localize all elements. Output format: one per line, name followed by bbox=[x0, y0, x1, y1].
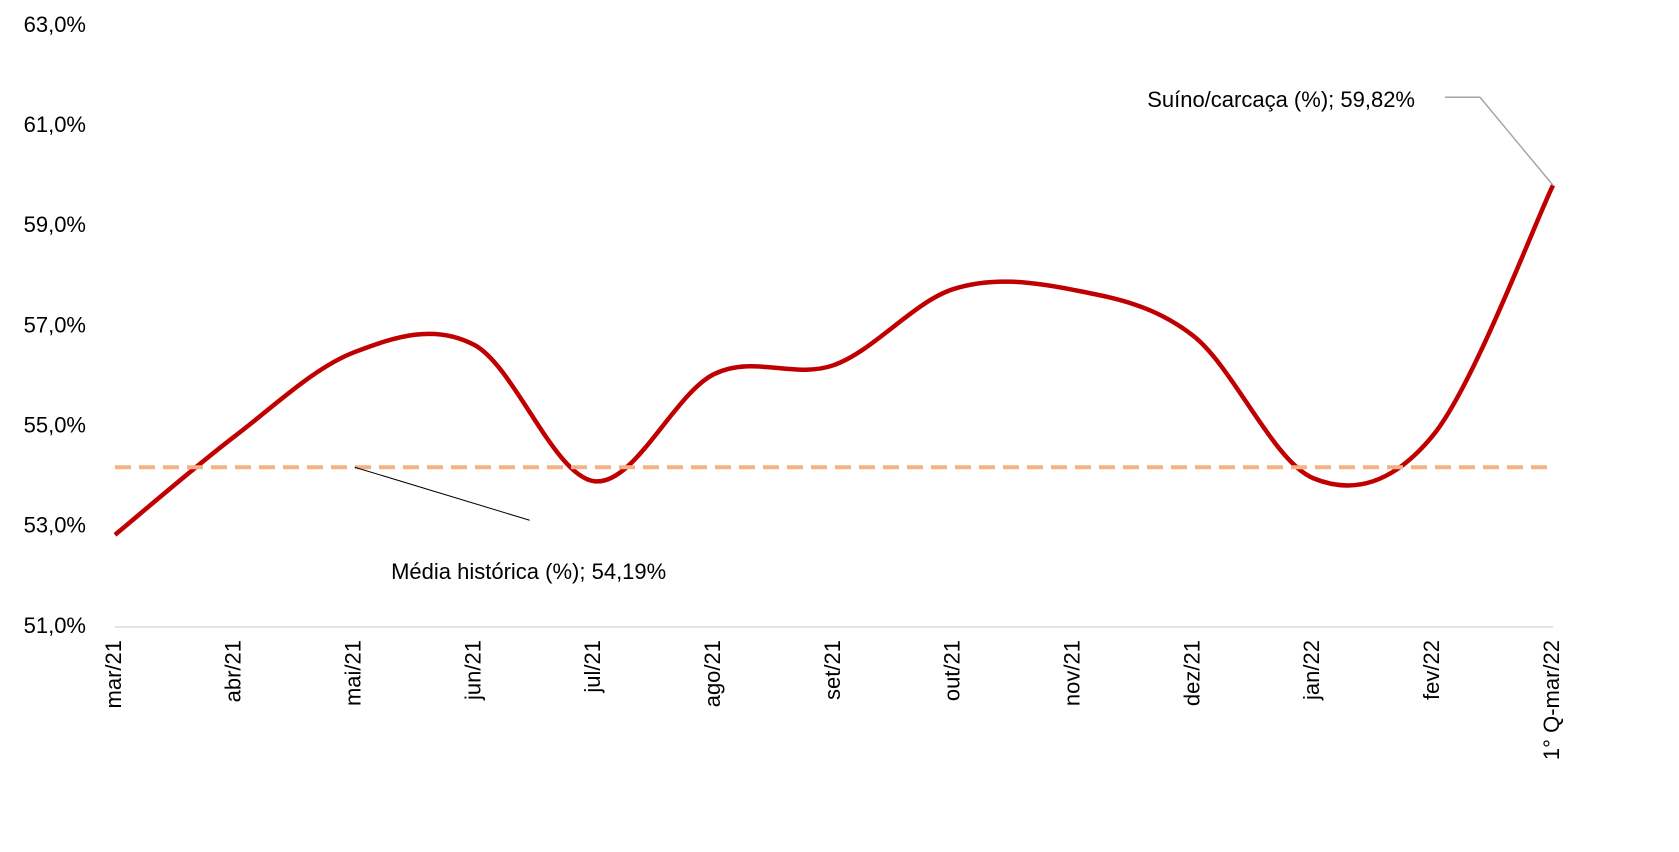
y-tick-label: 59,0% bbox=[24, 212, 86, 237]
x-tick-label: jun/21 bbox=[460, 640, 485, 701]
x-tick-label: mai/21 bbox=[340, 640, 365, 706]
y-tick-label: 51,0% bbox=[24, 613, 86, 638]
x-tick-label: jul/21 bbox=[580, 640, 605, 694]
y-tick-label: 55,0% bbox=[24, 412, 86, 437]
x-tick-label: out/21 bbox=[940, 640, 965, 701]
x-tick-label: abr/21 bbox=[221, 640, 246, 702]
data-label: Suíno/carcaça (%); 59,82% bbox=[1147, 87, 1415, 112]
x-tick-label: jan/22 bbox=[1299, 640, 1324, 701]
x-tick-label: ago/21 bbox=[700, 640, 725, 707]
x-tick-label: nov/21 bbox=[1059, 640, 1084, 706]
series-line bbox=[113, 184, 1556, 537]
leader-line bbox=[354, 466, 530, 521]
y-tick-label: 63,0% bbox=[24, 12, 86, 37]
y-tick-label: 61,0% bbox=[24, 112, 86, 137]
x-tick-label: 1° Q-mar/22 bbox=[1539, 640, 1564, 760]
leader-line bbox=[1445, 96, 1554, 186]
x-tick-label: mar/21 bbox=[101, 640, 126, 708]
y-tick-label: 53,0% bbox=[24, 513, 86, 538]
data-label: Média histórica (%); 54,19% bbox=[391, 559, 666, 584]
x-tick-label: fev/22 bbox=[1419, 640, 1444, 700]
x-tick-label: dez/21 bbox=[1179, 640, 1204, 706]
x-tick-label: set/21 bbox=[820, 640, 845, 700]
y-tick-label: 57,0% bbox=[24, 312, 86, 337]
